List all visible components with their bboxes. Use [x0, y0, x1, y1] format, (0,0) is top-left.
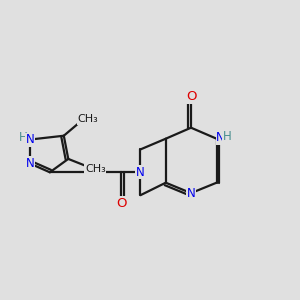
Text: N: N: [136, 166, 145, 179]
Text: N: N: [216, 131, 225, 144]
Text: N: N: [187, 187, 195, 200]
Text: N: N: [26, 133, 34, 146]
Text: H: H: [19, 131, 28, 144]
Text: CH₃: CH₃: [77, 114, 98, 124]
Text: O: O: [116, 197, 126, 210]
Text: O: O: [186, 90, 196, 103]
Text: N: N: [26, 157, 34, 170]
Text: H: H: [223, 130, 232, 143]
Text: CH₃: CH₃: [85, 164, 106, 174]
